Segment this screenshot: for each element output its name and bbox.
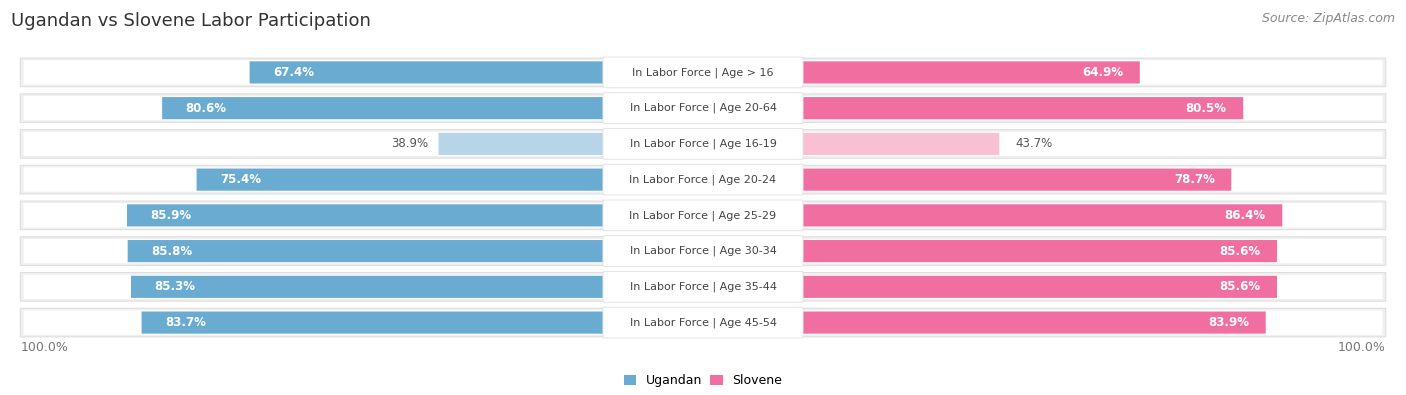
FancyBboxPatch shape <box>603 164 803 195</box>
FancyBboxPatch shape <box>20 58 1386 87</box>
Text: 78.7%: 78.7% <box>1174 173 1215 186</box>
Text: In Labor Force | Age 20-64: In Labor Force | Age 20-64 <box>630 103 776 113</box>
FancyBboxPatch shape <box>603 57 803 88</box>
FancyBboxPatch shape <box>20 273 1386 301</box>
FancyBboxPatch shape <box>603 271 803 302</box>
FancyBboxPatch shape <box>162 97 696 119</box>
Text: In Labor Force | Age > 16: In Labor Force | Age > 16 <box>633 67 773 78</box>
FancyBboxPatch shape <box>603 128 803 159</box>
FancyBboxPatch shape <box>710 276 1277 298</box>
FancyBboxPatch shape <box>710 97 1243 119</box>
Text: 86.4%: 86.4% <box>1225 209 1265 222</box>
Text: In Labor Force | Age 20-24: In Labor Force | Age 20-24 <box>630 174 776 185</box>
FancyBboxPatch shape <box>24 167 1382 192</box>
Text: 100.0%: 100.0% <box>20 341 67 354</box>
FancyBboxPatch shape <box>710 169 1232 191</box>
Text: 100.0%: 100.0% <box>1339 341 1386 354</box>
FancyBboxPatch shape <box>20 201 1386 229</box>
FancyBboxPatch shape <box>250 61 696 83</box>
Text: 83.9%: 83.9% <box>1208 316 1249 329</box>
FancyBboxPatch shape <box>710 133 1000 155</box>
FancyBboxPatch shape <box>197 169 696 191</box>
FancyBboxPatch shape <box>20 166 1386 194</box>
FancyBboxPatch shape <box>20 308 1386 337</box>
Text: 85.6%: 85.6% <box>1219 280 1260 293</box>
Text: In Labor Force | Age 25-29: In Labor Force | Age 25-29 <box>630 210 776 221</box>
FancyBboxPatch shape <box>128 240 696 262</box>
FancyBboxPatch shape <box>24 203 1382 228</box>
FancyBboxPatch shape <box>603 307 803 338</box>
Text: 67.4%: 67.4% <box>273 66 314 79</box>
FancyBboxPatch shape <box>24 275 1382 299</box>
Text: 75.4%: 75.4% <box>219 173 260 186</box>
Legend: Ugandan, Slovene: Ugandan, Slovene <box>619 369 787 392</box>
Text: In Labor Force | Age 16-19: In Labor Force | Age 16-19 <box>630 139 776 149</box>
Text: 85.9%: 85.9% <box>150 209 191 222</box>
FancyBboxPatch shape <box>20 94 1386 122</box>
FancyBboxPatch shape <box>710 61 1140 83</box>
FancyBboxPatch shape <box>603 236 803 267</box>
Text: 80.6%: 80.6% <box>186 102 226 115</box>
Text: 64.9%: 64.9% <box>1083 66 1123 79</box>
Text: In Labor Force | Age 30-34: In Labor Force | Age 30-34 <box>630 246 776 256</box>
Text: 43.7%: 43.7% <box>1017 137 1053 150</box>
Text: 85.8%: 85.8% <box>150 245 193 258</box>
Text: 85.3%: 85.3% <box>155 280 195 293</box>
Text: 38.9%: 38.9% <box>391 137 429 150</box>
FancyBboxPatch shape <box>710 240 1277 262</box>
FancyBboxPatch shape <box>710 312 1265 334</box>
FancyBboxPatch shape <box>24 96 1382 120</box>
FancyBboxPatch shape <box>24 239 1382 263</box>
FancyBboxPatch shape <box>603 200 803 231</box>
FancyBboxPatch shape <box>24 132 1382 156</box>
FancyBboxPatch shape <box>142 312 696 334</box>
Text: Ugandan vs Slovene Labor Participation: Ugandan vs Slovene Labor Participation <box>11 12 371 30</box>
FancyBboxPatch shape <box>24 310 1382 335</box>
FancyBboxPatch shape <box>439 133 696 155</box>
FancyBboxPatch shape <box>127 204 696 226</box>
Text: 80.5%: 80.5% <box>1185 102 1226 115</box>
FancyBboxPatch shape <box>24 60 1382 85</box>
FancyBboxPatch shape <box>131 276 696 298</box>
Text: 83.7%: 83.7% <box>165 316 205 329</box>
Text: In Labor Force | Age 35-44: In Labor Force | Age 35-44 <box>630 282 776 292</box>
FancyBboxPatch shape <box>20 130 1386 158</box>
Text: 85.6%: 85.6% <box>1219 245 1260 258</box>
FancyBboxPatch shape <box>710 204 1282 226</box>
FancyBboxPatch shape <box>20 237 1386 265</box>
Text: Source: ZipAtlas.com: Source: ZipAtlas.com <box>1261 12 1395 25</box>
FancyBboxPatch shape <box>603 93 803 124</box>
Text: In Labor Force | Age 45-54: In Labor Force | Age 45-54 <box>630 317 776 328</box>
